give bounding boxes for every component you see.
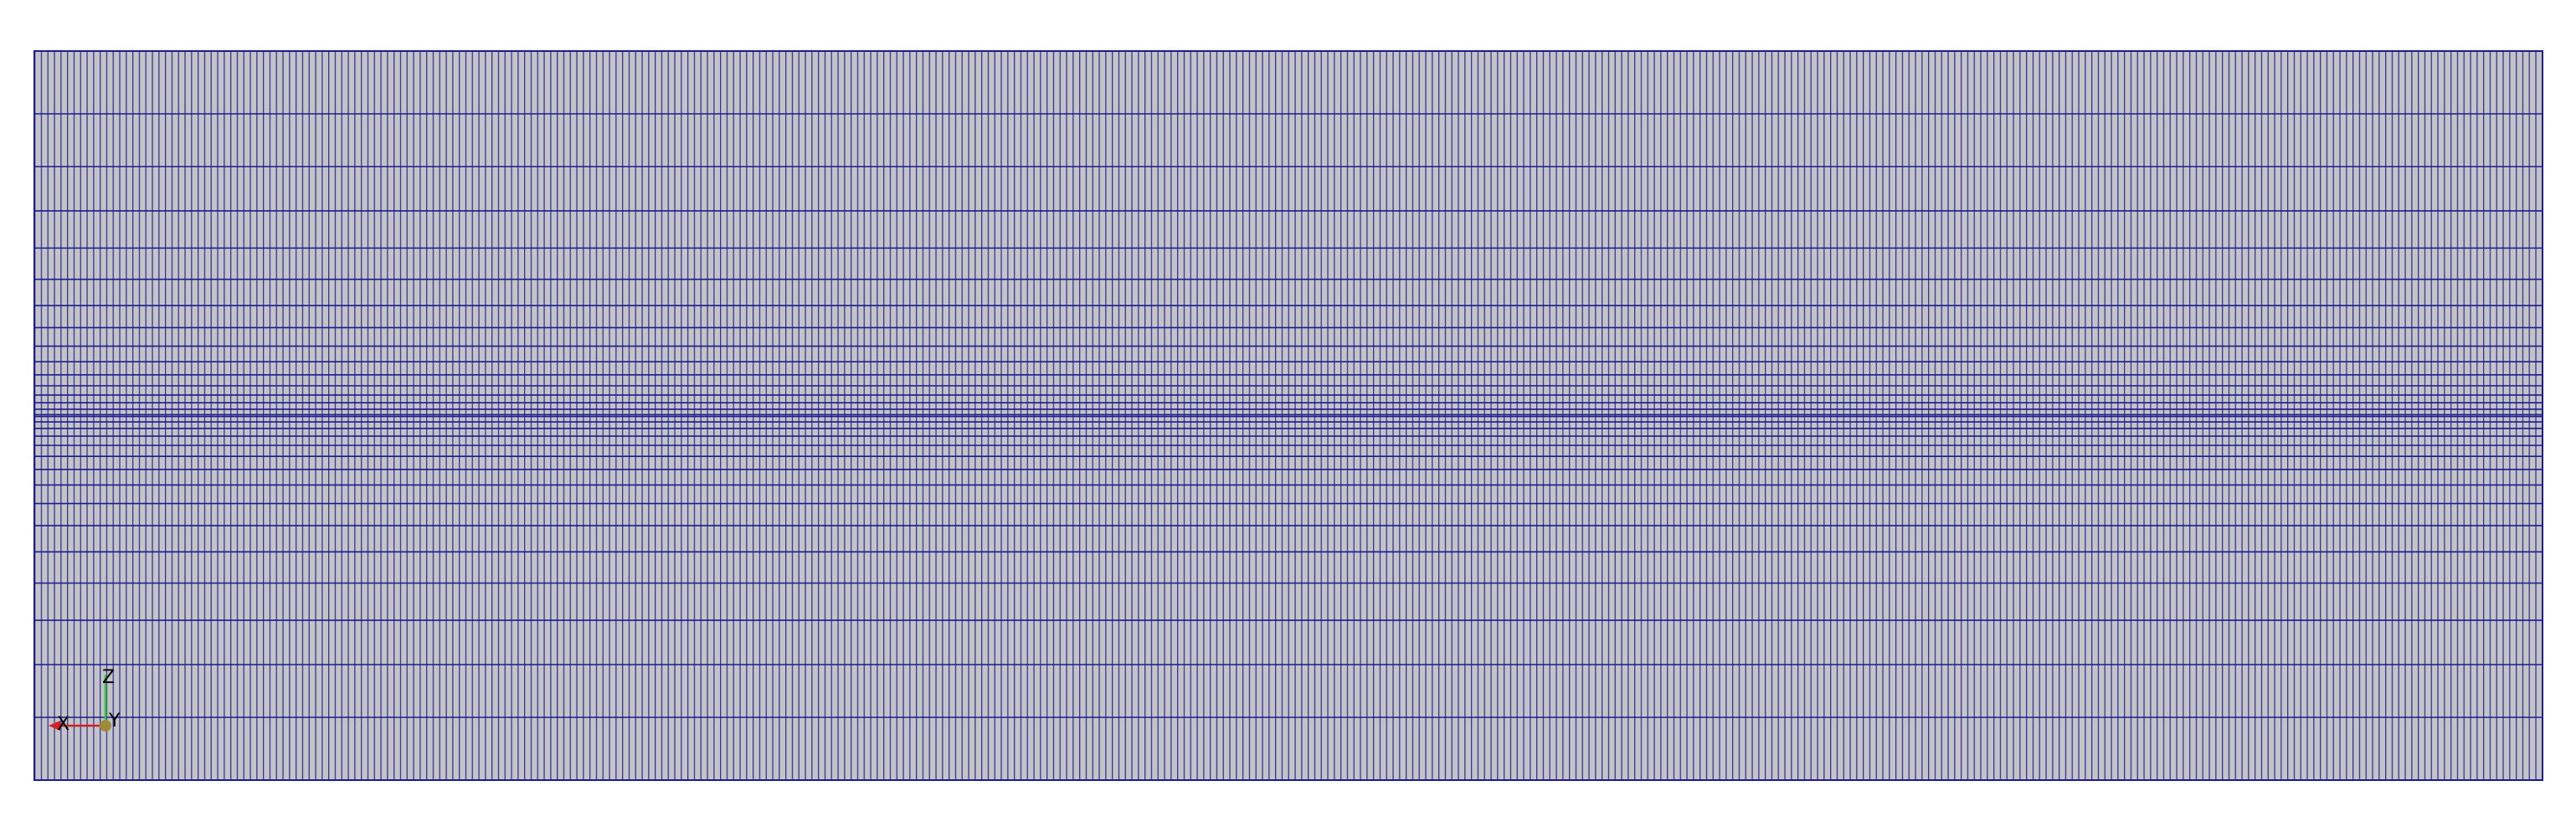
mesh-vertical-lines: [34, 51, 2543, 780]
mesh-horizontal-lines: [34, 113, 2543, 718]
orientation-axes: Z X Y: [49, 667, 121, 735]
z-label: Z: [102, 667, 115, 688]
y-label: Y: [108, 711, 121, 732]
x-label: X: [57, 714, 69, 735]
mesh-border: [33, 50, 2543, 781]
y-axis: [100, 720, 111, 732]
x-arrow: [49, 721, 60, 731]
mesh: [33, 50, 2543, 781]
